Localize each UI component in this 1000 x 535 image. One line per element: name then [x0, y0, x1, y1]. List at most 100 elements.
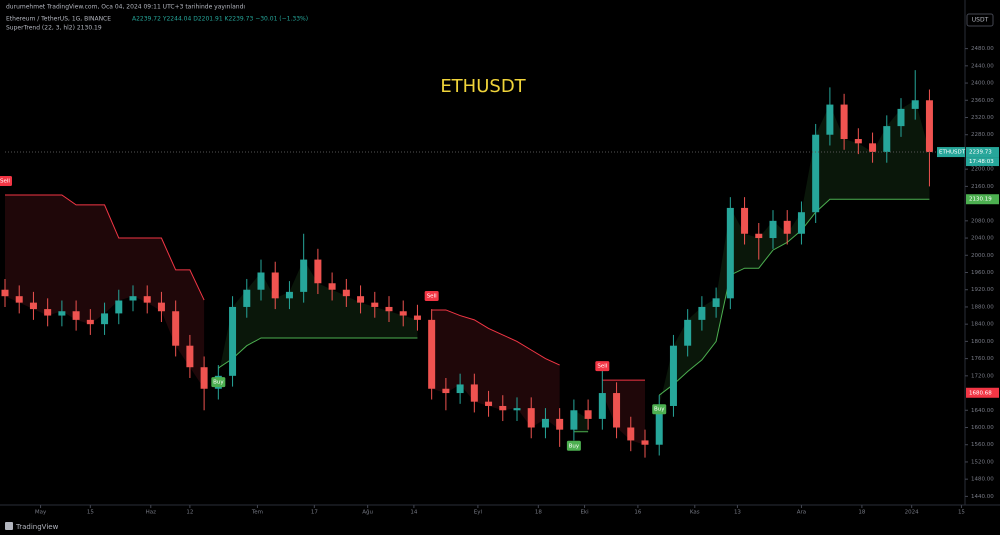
y-tick-label: 2320.00 [971, 115, 994, 121]
candle-body [684, 319, 692, 346]
signal-badge [211, 377, 226, 388]
y-tick-label: 1520.00 [971, 459, 994, 465]
candle-body [485, 401, 493, 406]
candle-body [869, 143, 877, 152]
supertrend-fill [573, 410, 589, 432]
candle-body [129, 296, 137, 301]
signal-badge [652, 404, 667, 415]
signal-badge [424, 290, 439, 301]
x-tick-label: Eyl [474, 510, 483, 516]
y-tick-label: 2160.00 [971, 184, 994, 190]
y-tick-label: 2080.00 [971, 218, 994, 224]
candle-body [143, 296, 151, 303]
candle-body [783, 220, 791, 234]
candle-body [15, 296, 23, 303]
candle-body [570, 410, 578, 430]
candle-body [669, 345, 677, 406]
candle-body [115, 300, 123, 314]
signal-badge [595, 361, 610, 372]
candle-body [854, 139, 862, 144]
y-tick-label: 1560.00 [971, 442, 994, 448]
candle-body [712, 298, 720, 307]
candle-body [698, 306, 706, 320]
candle-body [556, 418, 564, 430]
supertrend-line [5, 194, 645, 381]
candle-body [613, 393, 621, 428]
y-tick-label: 1840.00 [971, 322, 994, 328]
x-tick-label: Ara [797, 510, 806, 516]
y-tick-label: 1960.00 [971, 270, 994, 276]
y-tick-label: 2440.00 [971, 63, 994, 69]
y-tick-label: 2200.00 [971, 167, 994, 173]
candle-body [598, 393, 606, 419]
x-tick-label: 15 [958, 510, 965, 516]
supertrend-fill [5, 195, 205, 389]
ohlc-legend: A2239.72 Y2244.04 D2201.91 K2239.73 −30.… [132, 16, 308, 23]
y-tick-label: 1600.00 [971, 425, 994, 431]
candle-body [812, 134, 820, 213]
y-tick-label: 2400.00 [971, 81, 994, 87]
candle-body [470, 384, 478, 402]
y-tick-label: 1760.00 [971, 356, 994, 362]
candle-body [29, 302, 37, 310]
signal-label: Buy [569, 443, 580, 449]
candle-body [72, 311, 80, 320]
candle-body [285, 291, 293, 299]
candle-body [172, 311, 180, 346]
footer-brand[interactable]: TradingView [15, 523, 59, 531]
indicator-legend: SuperTrend (22, 3, hl2) 2130.19 [6, 25, 102, 32]
x-tick-label: 15 [87, 510, 94, 516]
candle-body [769, 220, 777, 239]
candle-body [300, 259, 308, 292]
chart-title: ETHUSDT [440, 76, 526, 97]
candle-body [442, 388, 450, 394]
price-tag-label: 2130.19 [969, 197, 992, 203]
x-tick-label: Haz [146, 510, 157, 516]
symbol-tag-label: ETHUSDT [939, 150, 966, 156]
x-tick-label: Eki [580, 510, 589, 516]
currency-label[interactable]: USDT [972, 17, 989, 24]
supertrend-fill [602, 380, 645, 445]
candle-body [200, 367, 208, 389]
candle-body [840, 104, 848, 140]
candle-body [186, 345, 194, 368]
supertrend-fill [431, 309, 560, 430]
symbol-legend: Ethereum / TetherUS, 1G, BINANCE [6, 16, 111, 23]
symbol-tag [937, 147, 965, 158]
signal-badge [0, 176, 12, 186]
candle-body [271, 272, 279, 299]
x-tick-label: 2024 [905, 510, 919, 516]
signal-label: Sell [597, 364, 607, 370]
y-tick-label: 1720.00 [971, 373, 994, 379]
candle-body [741, 207, 749, 234]
countdown-label: 17:48:03 [969, 159, 994, 165]
candle-body [385, 306, 393, 312]
candle-body [101, 313, 109, 325]
price-tag [966, 194, 999, 205]
candle-body [499, 405, 507, 411]
candle-body [357, 296, 365, 303]
candle-body [413, 315, 421, 320]
x-tick-label: May [35, 510, 47, 516]
y-tick-label: 1800.00 [971, 339, 994, 345]
currency-button[interactable] [966, 13, 994, 27]
brand-logo[interactable] [5, 522, 13, 530]
y-tick-label: 1880.00 [971, 304, 994, 310]
candle-body [257, 272, 265, 290]
x-tick-label: Ağu [362, 509, 373, 516]
candle-body [641, 440, 649, 445]
x-tick-label: 13 [734, 510, 741, 516]
candle-body [797, 212, 805, 234]
x-tick-label: 18 [535, 510, 542, 516]
candle-body [428, 319, 436, 389]
price-tag [966, 387, 999, 398]
signal-label: Buy [654, 407, 665, 413]
candle-body [513, 408, 521, 411]
y-tick-label: 2000.00 [971, 253, 994, 259]
candle-body [314, 259, 322, 284]
candle-body [655, 405, 663, 445]
candle-body [328, 283, 336, 290]
